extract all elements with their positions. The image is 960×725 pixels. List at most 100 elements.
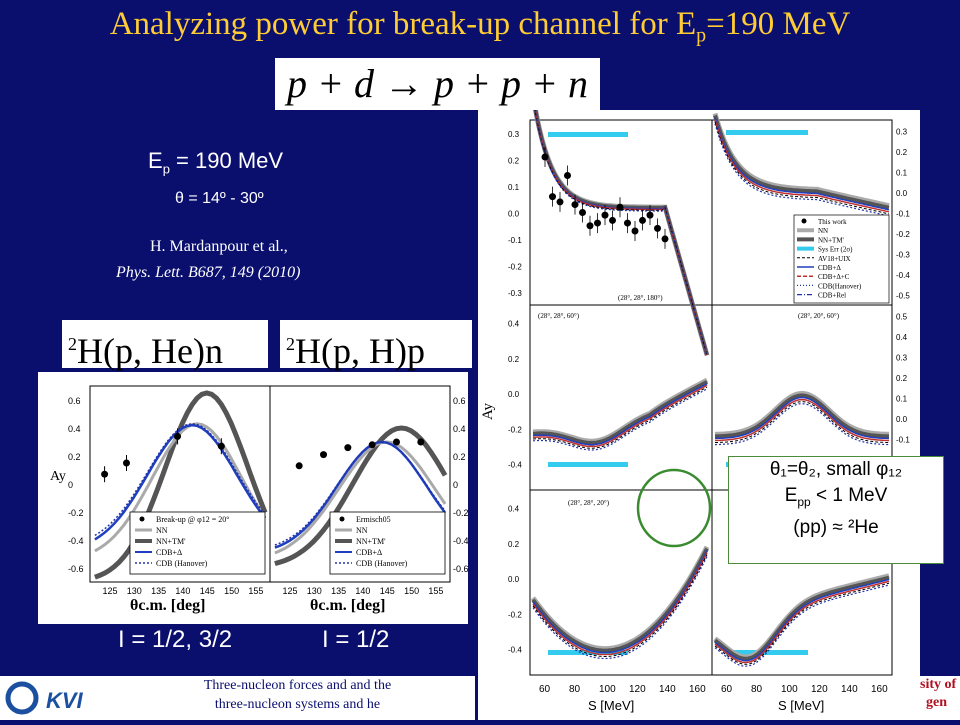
reaction-elastic-label: 2H(p, H)p	[280, 320, 472, 371]
elastic-curves	[274, 425, 448, 566]
xtick-label: 160	[871, 684, 888, 695]
legend-label: CDB (Hanover)	[356, 559, 408, 568]
legend-label: Sys Err (2σ)	[818, 246, 853, 254]
curve-p4	[714, 403, 890, 446]
legend-label: CDB+Rel	[818, 292, 846, 300]
data-point	[368, 441, 376, 449]
curve-p4	[714, 396, 890, 440]
ytick-label: 0.2	[68, 452, 81, 462]
ytick-label: -0.1	[508, 236, 522, 245]
curve-p5	[532, 552, 708, 656]
legend-label: NN+TM'	[356, 537, 386, 546]
curve-p3	[532, 383, 708, 446]
left-frame-2	[269, 385, 451, 583]
panel-label: (28°, 28°, 60°)	[538, 312, 580, 320]
ytick-label-right: 0.3	[896, 353, 908, 362]
ytick-label-right: 0.6	[453, 396, 466, 406]
ytick-label: 0.2	[508, 157, 520, 166]
ytick-label: 0.6	[68, 396, 81, 406]
data-point	[571, 201, 579, 209]
data-point	[639, 216, 646, 224]
hanover-curve-2	[274, 441, 446, 546]
ytick-label-right: 0.2	[896, 374, 908, 383]
xtick-label: 100	[781, 684, 798, 695]
reference-journal: Phys. Lett. B687, 149 (2010)	[116, 264, 301, 281]
nn-curve-2	[274, 440, 447, 555]
ytick-label: -0.2	[508, 425, 522, 434]
legend-label: NN	[156, 526, 168, 535]
ytick-label: -0.4	[508, 461, 522, 470]
xtick-label: 100	[599, 684, 616, 695]
ytick-label: 0.4	[508, 320, 520, 329]
data-point	[320, 451, 328, 459]
xtick-label: 140	[355, 586, 370, 596]
legend-label: AV18+UIX	[818, 255, 851, 263]
legend-marker	[139, 516, 145, 522]
curve-p5	[532, 550, 708, 654]
curve-p3	[532, 386, 708, 449]
curve-p3	[532, 380, 708, 445]
sys-err-band	[548, 462, 628, 467]
right-ticks: 0.3 0.2 0.1 0.0 -0.1 -0.2 -0.3 0.3 0.2 0.1 0.0 -0.1…	[508, 127, 910, 695]
legend-label: This work	[818, 218, 847, 226]
ytick-label-right: 0.0	[896, 415, 908, 424]
legend-items-2: Ermisch05 NN NN+TM' CDB+Δ CDB (Hanover)	[335, 515, 408, 568]
xtick-label: 155	[428, 586, 443, 596]
legend-marker	[801, 218, 807, 224]
legend-label: CDB (Hanover)	[156, 559, 208, 568]
ytick-label-right: 0.1	[896, 395, 908, 404]
footer-line-1: Three-nucleon forces and and the	[203, 678, 392, 693]
beam-energy: Ep = 190 MeV	[148, 148, 284, 177]
ytick-label-right: -0.2	[453, 508, 468, 518]
legend-label: NN+TM'	[818, 236, 844, 244]
curve-p5	[532, 554, 708, 658]
note-line-3: (pp) ≈ ²He	[793, 516, 879, 538]
breakup-curves	[94, 390, 268, 580]
xtick-label: 150	[404, 586, 419, 596]
logo-text: KVI	[46, 688, 84, 713]
cdb-curve	[94, 423, 267, 541]
right-ylabel: Ay	[480, 403, 496, 420]
xtick-label: 140	[659, 684, 676, 695]
data-point	[579, 209, 586, 216]
panel-label: (28°, 28°, 20°)	[568, 499, 610, 507]
legend-label: CDB+Δ	[356, 548, 382, 557]
cdb-curve-2	[274, 440, 447, 549]
xtick-label: 130	[127, 586, 142, 596]
footer-line-2: three-nucleon systems and he	[214, 697, 381, 712]
legend-label: NN+TM'	[156, 537, 186, 546]
xtick-label: 60	[539, 684, 551, 695]
ytick-label-right: 0.2	[896, 148, 908, 157]
legend-label: CDB+Δ	[156, 548, 182, 557]
ytick-label: -0.2	[68, 508, 84, 518]
left-chart-panel: 0.6 0.6 0.4 0.4 0.2 0.2 0 0 -0.2 -0.2 -0.4 -0.4 -0.6…	[38, 372, 469, 624]
ytick-label: -0.2	[508, 610, 522, 619]
curve-p4	[714, 393, 890, 439]
highlight-circle	[636, 468, 712, 548]
note-box: θ₁=θ₂, small φ₁₂ Epp < 1 MeV (pp) ≈ ²He	[728, 456, 944, 564]
panel-label: (28°, 20°, 60°)	[798, 312, 840, 320]
ytick-label-right: -0.1	[896, 436, 910, 445]
legend-marker	[339, 516, 345, 522]
data-point	[594, 219, 601, 227]
sys-err-band	[726, 130, 808, 135]
legend-label: NN	[818, 227, 828, 235]
isospin-left: I = 1/2, 3/2	[118, 626, 233, 653]
isospin-right: I = 1/2	[322, 626, 390, 653]
legend-items-1: Break-up @ φ12 = 20° NN NN+TM' CDB+Δ CDB (Ha…	[135, 515, 229, 568]
ytick-label: 0.0	[508, 210, 520, 219]
xtick-label: 160	[689, 684, 706, 695]
slide-title: Analyzing power for break-up channel for…	[109, 6, 851, 47]
data-point	[541, 153, 549, 161]
xtick-label: 155	[248, 586, 263, 596]
nn-curve	[94, 422, 267, 553]
ytick-label-right: 0	[453, 480, 458, 490]
xtick-label: 125	[282, 586, 297, 596]
university-logo: sity of gen	[920, 676, 960, 720]
curve-p5	[532, 556, 708, 660]
ytick-label-right: 0.2	[453, 452, 466, 462]
ytick-label-right: 0.4	[453, 424, 466, 434]
ytick-label-right: -0.1	[896, 210, 910, 219]
data-point	[417, 438, 425, 446]
